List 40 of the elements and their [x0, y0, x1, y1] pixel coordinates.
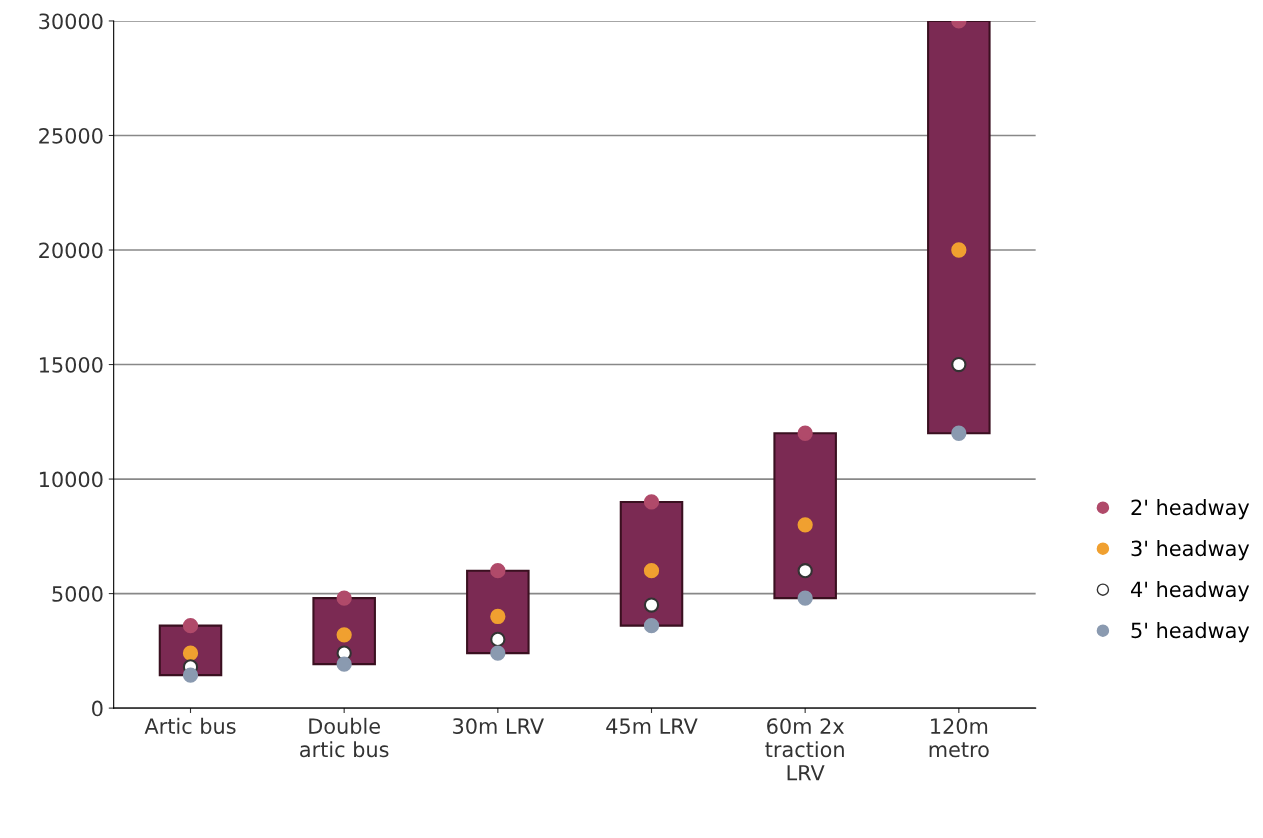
point — [490, 563, 506, 579]
x-tick-label: 60m 2x traction LRV — [765, 718, 844, 781]
point — [490, 631, 506, 648]
point — [336, 627, 352, 643]
point — [797, 563, 813, 579]
point — [797, 425, 813, 441]
y-tick-label: 0 — [92, 700, 103, 717]
x-tick-label: Double artic bus — [300, 717, 389, 758]
point — [490, 645, 506, 661]
point — [951, 356, 967, 373]
y-tick-label: 25000 — [39, 127, 103, 144]
point — [182, 618, 199, 634]
y-tick-label: 5000 — [52, 586, 103, 602]
x-tick-label: Artic bus — [144, 717, 236, 734]
bar — [927, 20, 991, 435]
point — [643, 563, 660, 579]
x-tick-label: 120m metro — [929, 718, 989, 758]
legend-label: 3' headway — [1131, 540, 1250, 561]
point — [951, 242, 967, 258]
point — [490, 608, 506, 625]
bar — [773, 432, 837, 600]
legend-label: 2' headway — [1131, 499, 1250, 520]
y-tick-label: 15000 — [39, 356, 103, 373]
x-tick-label: 45m LRV — [606, 718, 698, 734]
x-tick-label: 30m LRV — [453, 718, 544, 734]
point — [643, 597, 660, 613]
point — [797, 517, 813, 533]
point — [336, 590, 352, 606]
y-tick-label: 20000 — [39, 242, 103, 259]
point — [797, 590, 813, 606]
point — [643, 618, 660, 634]
legend-label: 5' headway — [1131, 622, 1250, 643]
y-tick-label: 10000 — [39, 471, 103, 488]
bar — [619, 500, 684, 627]
y-tick-label: 30000 — [39, 13, 103, 30]
point — [182, 667, 199, 683]
legend-label: 4' headway — [1131, 581, 1250, 602]
point — [951, 425, 967, 441]
point — [336, 656, 352, 672]
point — [643, 494, 660, 510]
